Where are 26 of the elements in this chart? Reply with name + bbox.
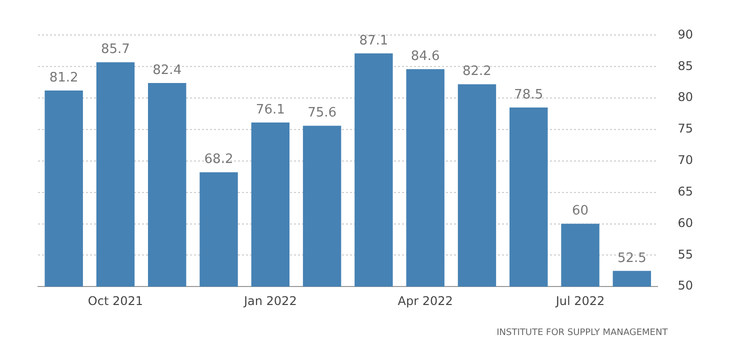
data-label: 82.4 bbox=[152, 62, 182, 78]
data-label: 52.5 bbox=[617, 250, 646, 266]
y-tick-label: 60 bbox=[678, 216, 694, 230]
data-label: 76.1 bbox=[256, 102, 285, 118]
y-tick-label: 80 bbox=[678, 90, 694, 104]
y-tick-label: 50 bbox=[678, 278, 694, 293]
text: INSTITUTE FOR SUPPLY MANAGEMENT bbox=[496, 328, 668, 338]
y-tick-label: 55 bbox=[678, 247, 694, 262]
data-label: 87.1 bbox=[359, 33, 388, 48]
y-tick-label: 75 bbox=[678, 122, 694, 136]
data-label: 84.6 bbox=[410, 49, 440, 64]
x-tick-label: Apr 2022 bbox=[398, 294, 453, 308]
y-tick-label: 65 bbox=[678, 184, 694, 198]
data-label: 68.2 bbox=[204, 152, 234, 168]
x-tick-label: Jan 2022 bbox=[242, 294, 297, 308]
data-label: 81.2 bbox=[49, 70, 78, 86]
x-tick-label: Jul 2022 bbox=[554, 294, 605, 308]
data-label: 78.5 bbox=[514, 87, 544, 102]
y-tick-label: 90 bbox=[678, 27, 694, 42]
x-tick-label: Oct 2021 bbox=[88, 294, 144, 308]
data-label: 75.6 bbox=[308, 106, 337, 121]
y-tick-label: 85 bbox=[678, 58, 694, 73]
data-label: 82.2 bbox=[462, 64, 492, 80]
y-tick-label: 70 bbox=[678, 153, 694, 168]
data-label: 60 bbox=[572, 204, 589, 219]
data-label: 85.7 bbox=[100, 42, 130, 58]
